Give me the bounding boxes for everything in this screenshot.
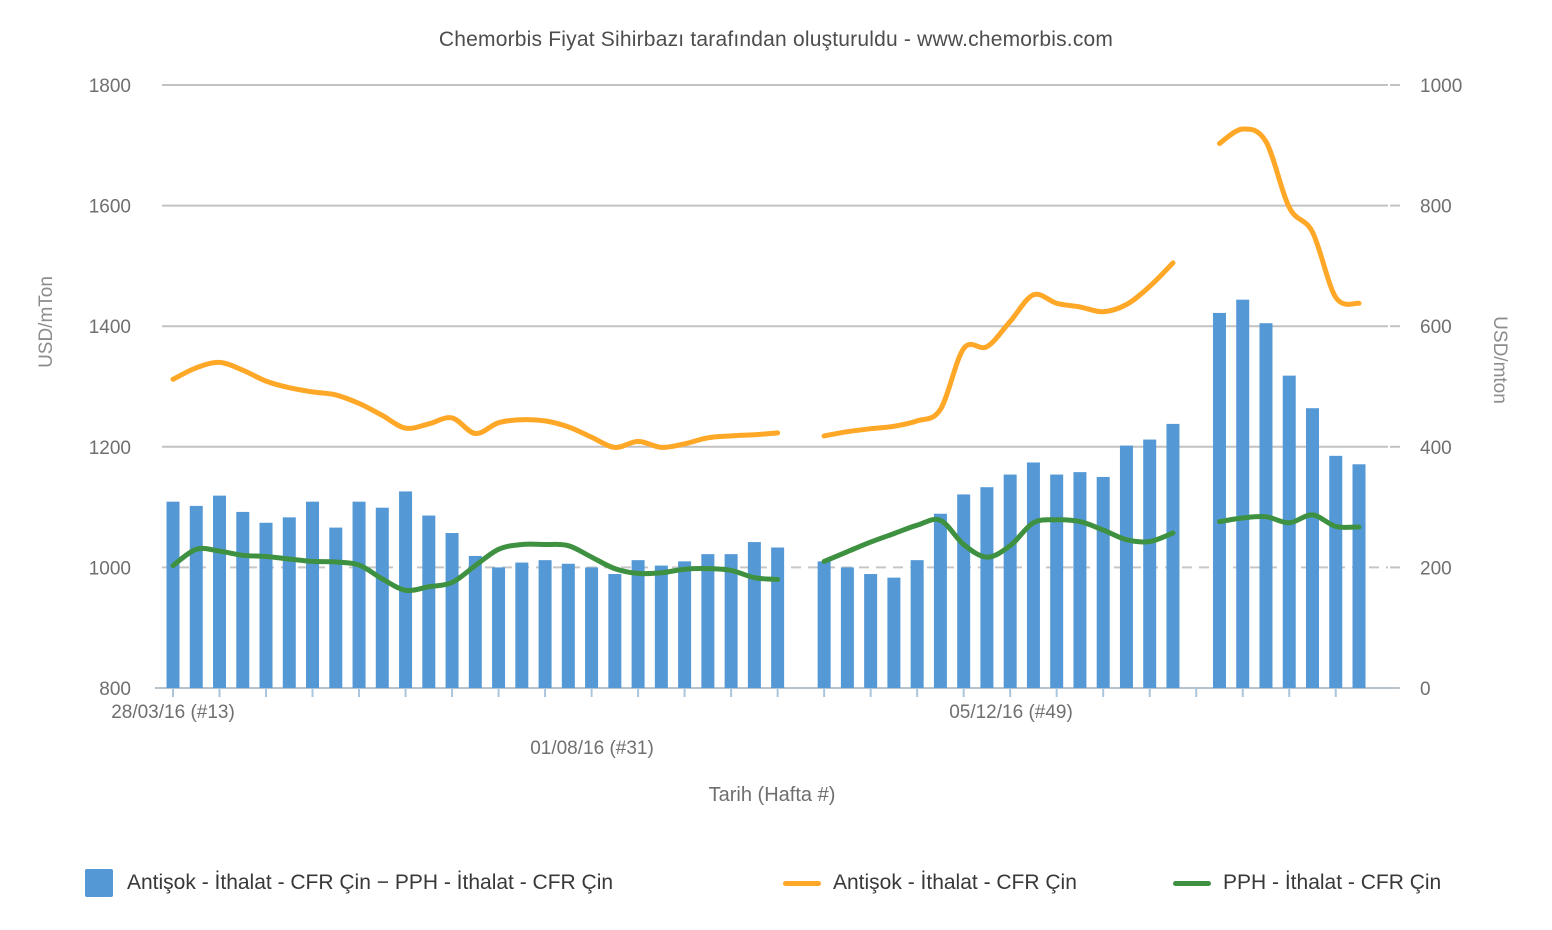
spread-bar [352,501,366,688]
spread-bar [631,560,645,688]
spread-bar [933,513,947,688]
antisok-price-line [1217,126,1362,307]
y-axis-left-tick-label: 1400 [89,317,131,338]
spread-bar [608,574,622,688]
spread-bar [910,560,924,688]
chart-title: Chemorbis Fiyat Sihirbazı tarafından olu… [438,28,1114,51]
spread-bar [1003,474,1017,688]
spread-bar [1073,472,1087,688]
spread-bar [1212,312,1226,688]
spread-bar [236,511,250,688]
y-axis-left-tick-label: 800 [99,679,131,700]
spread-bar [422,515,436,688]
pph-price-line [821,516,1176,564]
y-axis-right-tick-label: 600 [1420,317,1452,338]
x-tick-label-2: 01/08/16 (#31) [530,738,654,759]
y-axis-right-tick-label: 200 [1420,558,1452,579]
spread-bar [259,522,273,688]
spread-bar [1305,408,1319,688]
y-axis-left-tick-label: 1800 [89,76,131,97]
y-axis-left-title: USD/mTon [36,276,57,368]
pph-price-line [1217,512,1362,530]
spread-bar [817,561,831,688]
spread-bar [166,501,180,688]
y-axis-right-tick-label: 400 [1420,438,1452,459]
y-axis-right-tick-label: 0 [1420,679,1431,700]
bar-series-swatch-icon [85,869,113,897]
spread-bar [864,574,878,688]
spread-bar [306,501,320,688]
spread-bar [1329,455,1343,688]
y-axis-right-title: USD/mton [1489,316,1510,404]
spread-bar [213,495,227,688]
spread-bar [538,560,552,688]
spread-bar [375,507,389,688]
spread-bar [1282,375,1296,688]
y-axis-left-tick-label: 1000 [89,558,131,579]
spread-bar [329,527,343,688]
spread-bar [561,563,575,688]
pph-price-line [170,541,781,594]
spread-bar [492,567,506,688]
spread-bar [1236,299,1250,688]
spread-bar [585,567,599,688]
spread-bar [1352,464,1366,688]
spread-bar [1119,445,1133,688]
legend-item-spread[interactable]: Antişok - İthalat - CFR Çin − PPH - İtha… [85,866,613,900]
spread-bar [957,494,971,688]
y-axis-right-tick-label: 800 [1420,197,1452,218]
spread-bar [1050,474,1064,688]
line-series-swatch-icon [783,880,821,886]
spread-bar [1143,439,1157,688]
spread-bar [654,565,668,688]
y-axis-right-tick-label: 1000 [1420,76,1462,97]
legend-label: Antişok - İthalat - CFR Çin − PPH - İtha… [127,871,614,894]
spread-bar [515,562,529,688]
spread-bar [282,517,296,688]
legend-label: Antişok - İthalat - CFR Çin [833,871,1077,894]
legend-item-pph[interactable]: PPH - İthalat - CFR Çin [1173,866,1441,900]
spread-bar [1096,476,1110,688]
antisok-price-line [821,260,1176,439]
spread-bar [701,554,715,688]
spread-bar [1259,323,1273,688]
x-axis-title: Tarih (Hafta #) [708,784,836,806]
y-axis-left-tick-label: 1200 [89,438,131,459]
spread-bar [840,567,854,688]
antisok-price-line [170,359,781,450]
spread-bar [724,554,738,688]
spread-bar [887,577,901,688]
legend-item-antisok[interactable]: Antişok - İthalat - CFR Çin [783,866,1077,900]
y-axis-left-tick-label: 1600 [89,197,131,218]
legend-label: PPH - İthalat - CFR Çin [1223,871,1442,894]
spread-bar [980,487,994,688]
spread-bar [771,547,785,688]
spread-bar [678,561,692,688]
spread-bar [468,555,482,688]
x-tick-label-1: 28/03/16 (#13) [111,702,235,723]
spread-bar [445,533,459,688]
x-tick-label-3: 05/12/16 (#49) [949,702,1073,723]
line-series-swatch-icon [1173,880,1211,886]
spread-bar [747,542,761,688]
spread-bar [1026,462,1040,688]
spread-bar [189,505,203,688]
spread-bar [1166,423,1180,688]
